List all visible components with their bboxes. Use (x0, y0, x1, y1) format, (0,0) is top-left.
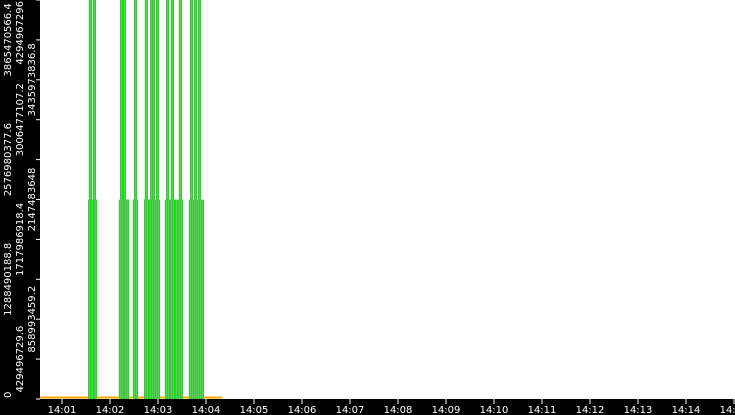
x-tick-label: 14:13 (624, 405, 653, 415)
y-tick-label: 3865470566.4 (3, 3, 14, 76)
spike-bar (146, 199, 149, 399)
y-axis-band (0, 0, 40, 415)
y-tick-label: 3435973836.8 (27, 43, 38, 116)
spike-bar (197, 199, 200, 399)
x-tick-label: 14:01 (48, 405, 77, 415)
x-tick-label: 14:02 (96, 405, 125, 415)
spike-bar (165, 199, 168, 399)
y-tick-label: 2147483648 (27, 168, 38, 232)
spike-bar (144, 199, 147, 399)
spike-bar (199, 199, 202, 399)
spike-bar (193, 199, 196, 399)
y-tick-label: 4294967296 (15, 1, 26, 65)
spike-bar (175, 199, 178, 399)
spike-bar (172, 199, 175, 399)
spike-bar (201, 199, 204, 399)
y-tick-label: 858993459.2 (27, 286, 38, 353)
spike-bar (178, 199, 181, 399)
spike-bar (88, 199, 91, 399)
spike-bar (126, 199, 129, 399)
spike-bar (153, 199, 156, 399)
spike-bar (191, 199, 194, 399)
x-tick-label: 14:07 (336, 405, 365, 415)
x-tick-label: 14:03 (144, 405, 173, 415)
y-tick-label: 429496729.6 (15, 326, 26, 393)
x-tick-label: 14:08 (384, 405, 413, 415)
y-tick-label: 3006477107.2 (15, 83, 26, 156)
y-tick-label: 2576980377.6 (3, 123, 14, 196)
y-tick-label: 0 (3, 392, 14, 398)
x-tick-label: 14:05 (240, 405, 269, 415)
spike-bar (167, 199, 170, 399)
spike-bar (155, 199, 158, 399)
x-tick-label: 14:10 (480, 405, 509, 415)
spike-bar (151, 199, 154, 399)
x-axis-band (0, 399, 735, 415)
spike-bar (91, 199, 94, 399)
spike-bar (189, 199, 192, 399)
spike-bar (133, 199, 136, 399)
spike-bar (170, 199, 173, 399)
spike-bar (195, 199, 198, 399)
spike-bar (121, 199, 124, 399)
spike-bar (119, 199, 122, 399)
spike-bar (124, 199, 127, 399)
x-tick-label: 14:14 (672, 405, 701, 415)
spike-bar (180, 199, 183, 399)
x-tick-label: 14:15 (720, 405, 735, 415)
x-axis: 14:01 14:02 14:03 14:04 14:05 14:06 14:07 14:08… (48, 399, 735, 415)
x-tick-label: 14:09 (432, 405, 461, 415)
x-tick-label: 14:04 (192, 405, 221, 415)
spike-bar (135, 199, 138, 399)
x-tick-label: 14:06 (288, 405, 317, 415)
x-tick-label: 14:11 (528, 405, 557, 415)
spike-bar (157, 199, 160, 399)
y-tick-label: 1288490188.8 (3, 243, 14, 316)
spike-bar (149, 199, 152, 399)
y-tick-label: 1717986918.4 (15, 203, 26, 276)
plot-area (40, 0, 222, 399)
spike-bar (94, 199, 97, 399)
x-tick-label: 14:12 (576, 405, 605, 415)
